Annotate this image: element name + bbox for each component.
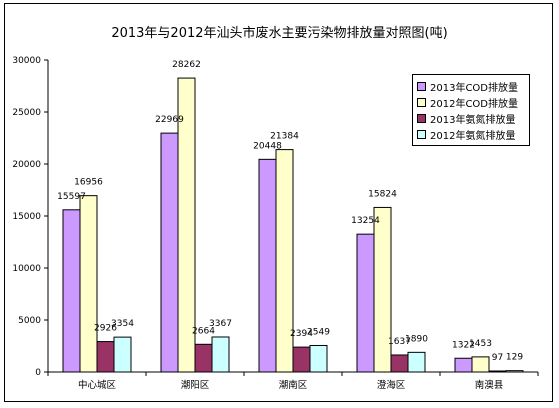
- bar: [194, 343, 213, 373]
- data-label: 2664: [192, 326, 215, 336]
- category-label: 中心城区: [78, 379, 117, 391]
- data-label: 2394: [290, 329, 313, 339]
- data-label: 22969: [155, 115, 184, 125]
- y-tick-label: 10000: [12, 264, 41, 274]
- data-label: 15597: [57, 192, 86, 202]
- bar: [275, 149, 294, 373]
- bar: [160, 132, 179, 373]
- legend-label: 2013年氨氮排放量: [430, 114, 516, 126]
- category-label: 澄海区: [377, 379, 406, 391]
- bar: [505, 370, 524, 373]
- bar: [309, 344, 328, 373]
- y-tick-label: 20000: [12, 160, 41, 170]
- data-label: 13254: [351, 216, 380, 226]
- legend-item: 2012年COD排放量: [417, 94, 525, 110]
- legend-swatch: [417, 113, 426, 123]
- bar: [211, 336, 230, 373]
- data-label: 97: [492, 353, 503, 363]
- category-label: 南澳县: [475, 379, 504, 391]
- bar: [96, 341, 115, 373]
- data-label: 2549: [307, 327, 330, 337]
- bar: [292, 346, 311, 373]
- bar: [62, 209, 81, 373]
- bar: [454, 357, 473, 373]
- bar: [488, 370, 507, 373]
- legend-swatch: [417, 97, 426, 107]
- legend-swatch: [417, 129, 426, 139]
- bar: [177, 77, 196, 373]
- bar: [390, 354, 409, 373]
- category-label: 潮南区: [279, 379, 308, 391]
- bar: [356, 233, 375, 373]
- y-tick-label: 25000: [12, 108, 41, 118]
- data-label: 129: [506, 353, 523, 363]
- legend-swatch: [417, 81, 426, 91]
- category-label-group: 中心城区 潮阳区 潮南区 澄海区 南澳县: [78, 379, 503, 391]
- data-label: 3354: [111, 319, 134, 329]
- data-label: 28262: [172, 60, 201, 70]
- legend-label: 2013年COD排放量: [430, 82, 519, 94]
- y-tick-label: 0: [35, 368, 41, 378]
- data-label: 1322: [452, 340, 475, 350]
- data-label: 20448: [253, 141, 282, 151]
- legend-item: 2013年氨氮排放量: [417, 110, 525, 126]
- y-tick-label: 5000: [18, 316, 41, 326]
- bar: [113, 336, 132, 373]
- y-tick-label: 30000: [12, 56, 41, 66]
- data-label: 1453: [469, 339, 492, 349]
- data-label: 3367: [209, 319, 232, 329]
- data-label: 21384: [270, 132, 299, 142]
- bar: [373, 206, 392, 373]
- y-tick-group: 0 5000 10000 15000 20000 25000 30000: [12, 56, 48, 378]
- data-label: 16956: [74, 178, 103, 188]
- bar: [258, 158, 277, 373]
- data-label: 1637: [388, 337, 411, 347]
- chart-title: 2013年与2012年汕头市废水主要污染物排放量对照图(吨): [111, 26, 448, 41]
- legend-item: 2012年氨氮排放量: [417, 126, 525, 142]
- legend-label: 2012年氨氮排放量: [430, 130, 516, 142]
- data-label: 2926: [94, 324, 117, 334]
- bar: [471, 356, 490, 373]
- data-label: 15824: [368, 189, 397, 199]
- data-label: 1890: [405, 334, 428, 344]
- bar: [407, 351, 426, 373]
- bar: [79, 195, 98, 373]
- y-tick-label: 15000: [12, 212, 41, 222]
- legend-item: 2013年COD排放量: [417, 78, 525, 94]
- bar-group: [47, 77, 539, 376]
- legend-label: 2012年COD排放量: [430, 98, 519, 110]
- legend: 2013年COD排放量 2012年COD排放量 2013年氨氮排放量 2012年…: [412, 74, 530, 146]
- category-label: 潮阳区: [181, 379, 210, 391]
